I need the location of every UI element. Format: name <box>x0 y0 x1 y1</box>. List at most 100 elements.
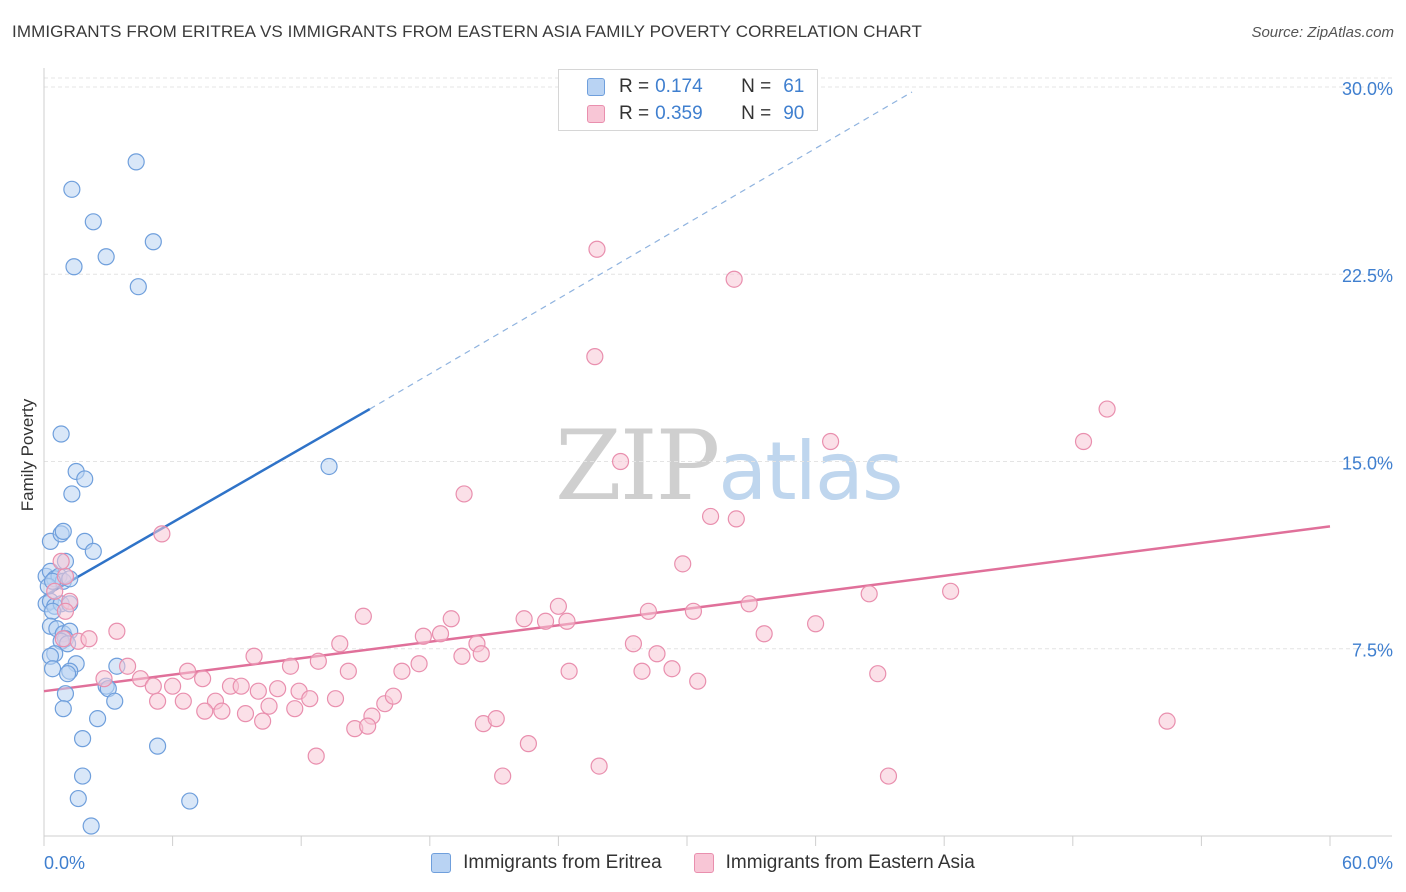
series-legend: Immigrants from Eritrea Immigrants from … <box>0 852 1406 874</box>
eastern-asia-point <box>144 677 162 695</box>
eastern-asia-point <box>232 677 250 695</box>
eastern-asia-point <box>354 607 372 625</box>
eastern-asia-point <box>339 662 357 680</box>
eritrea-point <box>97 248 115 266</box>
eritrea-point <box>127 153 145 171</box>
eastern-asia-point <box>213 702 231 720</box>
eritrea-point <box>73 730 92 748</box>
eastern-asia-point <box>740 595 758 613</box>
eritrea-point <box>73 767 92 785</box>
eastern-asia-point <box>519 735 537 753</box>
legend-row-eritrea: R = 0.174 N = 61 <box>587 74 804 100</box>
eastern-asia-point <box>260 697 278 715</box>
series-label-eritrea: Immigrants from Eritrea <box>463 852 662 873</box>
series-legend-eritrea[interactable]: Immigrants from Eritrea <box>431 852 662 874</box>
eastern-asia-point <box>269 680 287 698</box>
eastern-asia-point <box>536 612 555 630</box>
legend-r-label: R = <box>619 103 650 124</box>
eastern-asia-point <box>689 672 707 690</box>
eastern-asia-point <box>164 677 182 695</box>
eastern-asia-point <box>590 757 608 775</box>
eastern-asia-point <box>586 348 604 366</box>
eastern-asia-point <box>393 662 411 680</box>
eastern-asia-point <box>194 670 212 688</box>
eastern-asia-point <box>326 690 345 708</box>
eastern-asia-point <box>879 767 898 785</box>
legend-r-value: 0.359 <box>655 103 703 124</box>
eastern-asia-point <box>179 662 197 680</box>
y-axis-label: Family Poverty <box>18 398 37 512</box>
legend-row-eastern-asia: R = 0.359 N = 90 <box>587 101 804 127</box>
eastern-asia-point <box>663 660 681 678</box>
eastern-asia-point <box>725 270 743 288</box>
eastern-asia-point <box>245 647 263 665</box>
eritrea-point <box>106 692 124 710</box>
series-legend-eastern-asia[interactable]: Immigrants from Eastern Asia <box>693 852 975 874</box>
eastern-asia-point <box>684 602 703 620</box>
legend-n-value: 61 <box>783 76 805 97</box>
x-tick-label-max: 60.0% <box>1342 853 1393 873</box>
eastern-asia-point <box>860 585 878 603</box>
eritrea-point <box>54 700 72 718</box>
eritrea-point <box>181 792 199 810</box>
eritrea-point <box>56 685 75 703</box>
eritrea-point <box>320 457 338 476</box>
eastern-asia-point <box>54 630 72 648</box>
eastern-asia-point <box>281 657 300 675</box>
eritrea-point <box>88 710 107 728</box>
eastern-asia-point <box>472 645 490 663</box>
eastern-asia-point <box>633 662 651 680</box>
eritrea-point <box>63 180 81 198</box>
eastern-asia-point <box>611 452 630 471</box>
eastern-asia-point <box>588 240 606 258</box>
eritrea-point <box>63 485 81 503</box>
eastern-asia-point <box>494 767 512 785</box>
eastern-asia-point <box>869 665 887 683</box>
eastern-asia-point <box>254 712 272 730</box>
series-label-eastern-asia: Immigrants from Eastern Asia <box>725 852 975 873</box>
x-tick-label-min: 0.0% <box>44 853 85 873</box>
eastern-asia-point <box>410 655 428 673</box>
eritrea-point <box>84 213 102 231</box>
series-swatch-eastern-asia <box>693 853 714 873</box>
eastern-asia-point <box>701 507 720 526</box>
eastern-asia-point <box>301 690 319 708</box>
eastern-asia-point <box>359 717 377 735</box>
watermark-zip: ZIP <box>555 410 720 522</box>
eritrea-point <box>84 542 102 560</box>
eritrea-point <box>65 258 83 276</box>
eastern-asia-point <box>174 692 192 710</box>
legend-n-label: N = <box>741 103 772 124</box>
eritrea-point <box>58 665 77 683</box>
eastern-asia-point <box>1098 400 1116 418</box>
eastern-asia-point <box>236 705 255 723</box>
eastern-asia-point <box>455 485 473 503</box>
eastern-asia-point <box>549 597 568 615</box>
eastern-asia-point <box>624 635 643 653</box>
eastern-asia-point <box>196 702 214 720</box>
eastern-asia-point <box>108 622 126 640</box>
eritrea-point <box>52 425 70 443</box>
eastern-asia-point <box>674 555 692 573</box>
eritrea-points <box>37 153 338 835</box>
eastern-asia-point <box>56 567 75 585</box>
eastern-asia-point <box>307 747 325 765</box>
eritrea-point <box>43 660 62 678</box>
eritrea-point <box>69 789 87 808</box>
eritrea-point <box>54 522 72 540</box>
eritrea-trend-line <box>43 407 371 598</box>
watermark-atlas: atlas <box>718 425 903 518</box>
eastern-asia-point <box>727 510 745 528</box>
series-swatch-eritrea <box>431 853 452 873</box>
axes <box>43 68 1392 846</box>
legend-n-value: 90 <box>783 103 805 124</box>
eastern-asia-point <box>286 700 304 718</box>
eastern-asia-point <box>442 610 460 628</box>
eastern-asia-point <box>1158 712 1176 730</box>
eastern-asia-point <box>560 662 578 680</box>
eritrea-point <box>82 817 100 835</box>
eastern-asia-point <box>80 630 98 648</box>
watermark: ZIPatlas <box>555 410 904 522</box>
y-tick-label: 30.0% <box>1342 79 1393 99</box>
